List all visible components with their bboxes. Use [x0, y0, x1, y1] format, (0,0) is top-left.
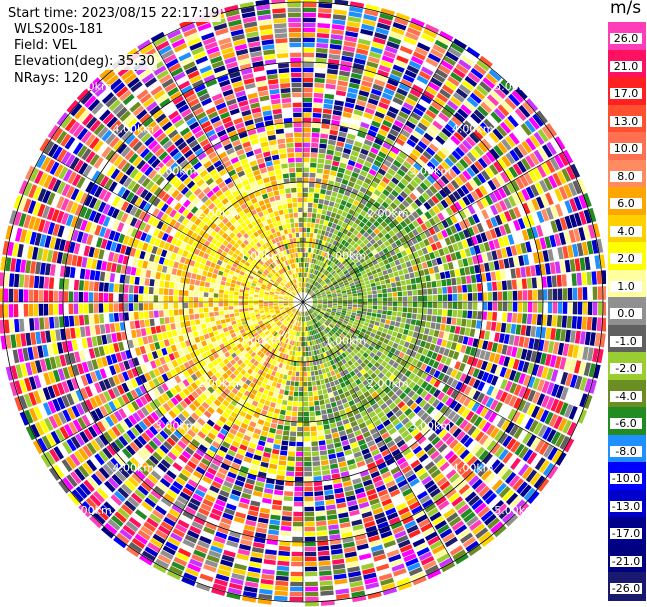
velocity-gate-group: [0, 0, 606, 591]
range-ring-label: 3.00km: [155, 419, 197, 432]
colorbar-tick-label: -4.0: [610, 390, 642, 402]
velocity-gate-group: [183, 131, 473, 477]
range-ring-label: 3.00km: [410, 419, 452, 432]
range-ring-label: 1.00km: [240, 334, 282, 347]
colorbar-tick-label: 13.0: [610, 115, 642, 127]
colorbar-tick-label: -13.0: [610, 499, 642, 513]
range-ring-label: 3.00km: [155, 165, 197, 178]
range-ring-label: 4.00km: [452, 122, 494, 135]
nrays-label: NRays: 120: [12, 71, 91, 87]
range-ring-label: 2.00km: [367, 207, 409, 220]
colorbar-tick-label: -17.0: [610, 527, 642, 541]
range-ring-label: 4.00km: [452, 462, 494, 475]
range-ring-label: 1.00km: [325, 250, 367, 263]
colorbar-tick-label: -6.0: [610, 418, 642, 430]
velocity-gate-group: [2, 4, 596, 607]
colorbar-tick-label: -21.0: [610, 554, 642, 568]
range-ring-label: 5.00km: [494, 504, 536, 517]
elevation-label: Elevation(deg): 35.30: [12, 54, 157, 70]
colorbar-tick-label: 0.0: [610, 308, 642, 320]
azimuth-line: [302, 301, 454, 562]
azimuth-line: [152, 42, 304, 303]
range-ring-labels: 1.00km 1.00km 1.00km 1.00km 2.00km 2.00km 2.00…: [70, 80, 536, 517]
colorbar-tick-label: 26.0: [610, 33, 642, 44]
range-ring-label: 2.00km: [197, 207, 239, 220]
azimuth-line: [302, 301, 563, 453]
range-ring-label: 1.00km: [240, 250, 282, 263]
colorbar-unit: m/s: [610, 0, 642, 18]
colorbar-tick-label: -26.0: [610, 582, 642, 596]
colorbar-tick-label: 17.0: [610, 88, 642, 100]
colorbar-tick-label: 10.0: [610, 143, 642, 155]
colorbar-tick-label: 6.0: [610, 198, 642, 210]
range-ring-label: 2.00km: [197, 377, 239, 390]
azimuth-line: [302, 42, 454, 303]
range-ring-label: 5.00km: [70, 504, 112, 517]
range-ring-label: 4.00km: [113, 462, 155, 475]
range-ring-label: 3.00km: [410, 165, 452, 178]
azimuth-line: [43, 151, 304, 303]
velocity-colorbar: 26.0 21.0 17.0 13.0 10.0 8.0 6.0 4.0 2.0 1.0 0.0 -1…: [608, 22, 646, 601]
colorbar-tick-label: 4.0: [610, 225, 642, 237]
velocity-gate-group: [35, 6, 601, 602]
azimuth-line: [43, 301, 304, 453]
field-label: Field: VEL: [12, 38, 79, 54]
instrument-label: WLS200s-181: [12, 22, 106, 38]
start-time-label: Start time: 2023/08/15 22:17:19: [6, 6, 222, 22]
colorbar-tick-label: 2.0: [610, 253, 642, 265]
range-ring-label: 5.00km: [494, 80, 536, 93]
colorbar-tick-label: 8.0: [610, 170, 642, 182]
range-ring-label: 1.00km: [325, 334, 367, 347]
velocity-gate-group: [12, 13, 592, 600]
colorbar-tick-label: 21.0: [610, 60, 642, 72]
colorbar-tick-label: 1.0: [610, 280, 642, 292]
range-ring-label: 2.00km: [367, 377, 409, 390]
colorbar-tick-label: -8.0: [610, 445, 642, 457]
range-rings: [2, 1, 604, 603]
azimuth-line: [302, 151, 563, 303]
ppi-plot: 1.00km 1.00km 1.00km 1.00km 2.00km 2.00km 2.00…: [0, 0, 606, 607]
colorbar-tick-label: -10.0: [610, 472, 642, 486]
colorbar-tick-label: -2.0: [610, 363, 642, 375]
azimuth-line: [152, 301, 304, 562]
range-ring-label: 4.00km: [113, 122, 155, 135]
velocity-gate-group: [4, 3, 591, 581]
velocity-gate-group: [10, 1, 604, 602]
colorbar-tick-label: -1.0: [610, 335, 642, 347]
velocity-gates: [0, 0, 606, 607]
